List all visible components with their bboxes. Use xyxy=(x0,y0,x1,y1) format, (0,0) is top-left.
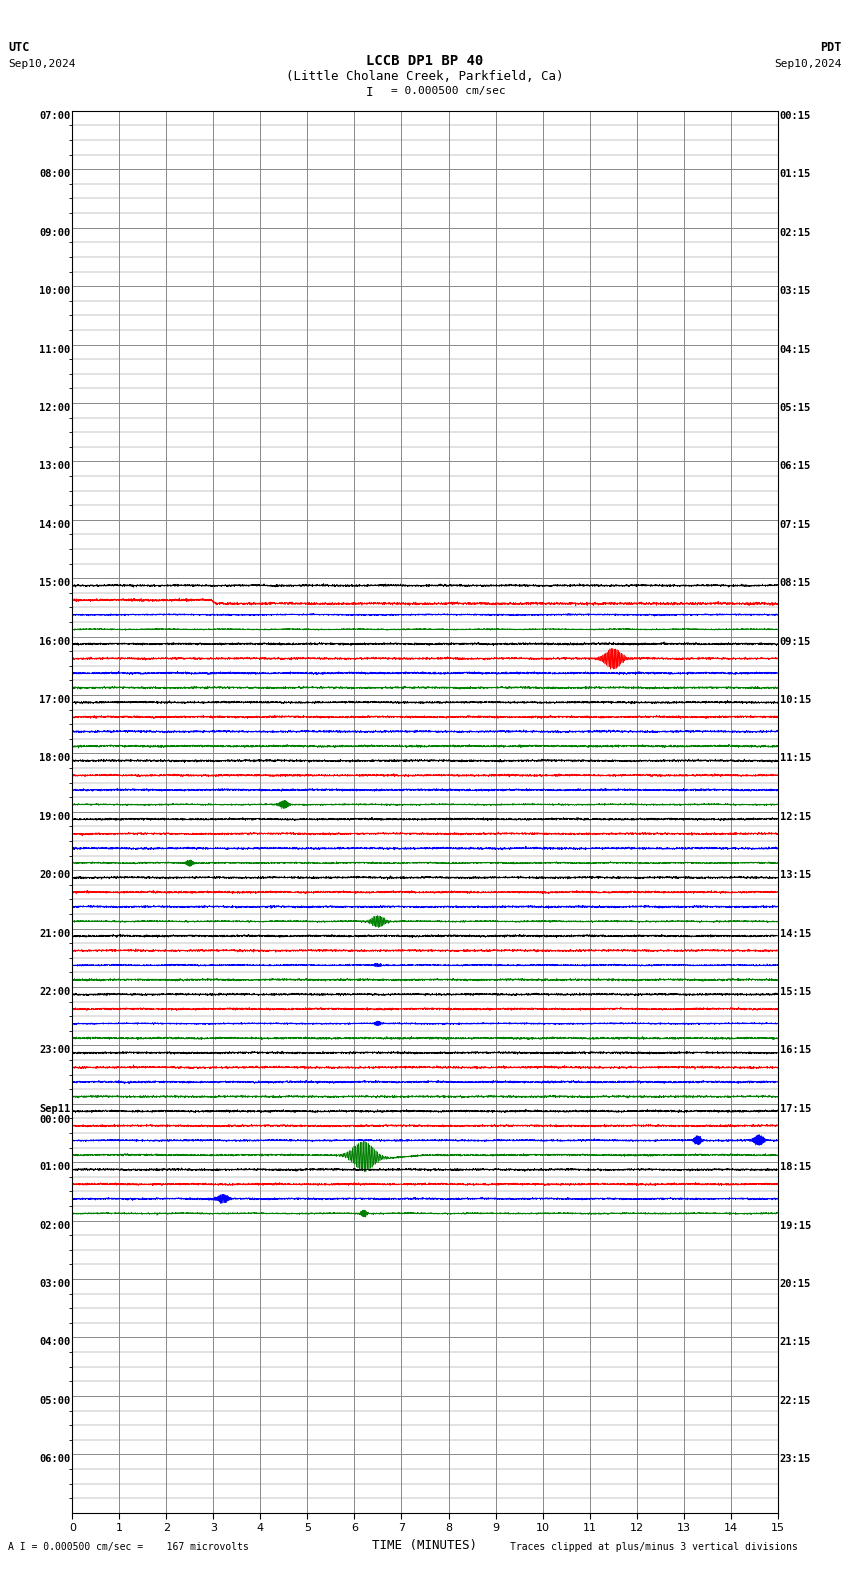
Text: 09:00: 09:00 xyxy=(39,228,71,238)
Text: 19:00: 19:00 xyxy=(39,811,71,822)
Text: 07:00: 07:00 xyxy=(39,111,71,120)
Text: 23:15: 23:15 xyxy=(779,1454,811,1464)
Text: I: I xyxy=(366,86,373,98)
Text: A I = 0.000500 cm/sec =    167 microvolts: A I = 0.000500 cm/sec = 167 microvolts xyxy=(8,1543,249,1552)
Text: 04:00: 04:00 xyxy=(39,1337,71,1348)
Text: 10:15: 10:15 xyxy=(779,695,811,705)
Text: LCCB DP1 BP 40: LCCB DP1 BP 40 xyxy=(366,54,484,68)
Text: 20:15: 20:15 xyxy=(779,1278,811,1289)
Text: 18:15: 18:15 xyxy=(779,1163,811,1172)
Text: 11:00: 11:00 xyxy=(39,344,71,355)
Text: PDT: PDT xyxy=(820,41,842,54)
Text: 11:15: 11:15 xyxy=(779,754,811,763)
Text: 16:15: 16:15 xyxy=(779,1045,811,1055)
Text: 17:00: 17:00 xyxy=(39,695,71,705)
Text: 12:15: 12:15 xyxy=(779,811,811,822)
Text: 17:15: 17:15 xyxy=(779,1104,811,1114)
X-axis label: TIME (MINUTES): TIME (MINUTES) xyxy=(372,1538,478,1552)
Text: 19:15: 19:15 xyxy=(779,1221,811,1231)
Text: Sep10,2024: Sep10,2024 xyxy=(8,59,76,68)
Text: Sep10,2024: Sep10,2024 xyxy=(774,59,842,68)
Text: 22:00: 22:00 xyxy=(39,987,71,996)
Text: 03:00: 03:00 xyxy=(39,1278,71,1289)
Text: 06:15: 06:15 xyxy=(779,461,811,472)
Text: 09:15: 09:15 xyxy=(779,637,811,646)
Text: 15:15: 15:15 xyxy=(779,987,811,996)
Text: 04:15: 04:15 xyxy=(779,344,811,355)
Text: 02:00: 02:00 xyxy=(39,1221,71,1231)
Text: 03:15: 03:15 xyxy=(779,287,811,296)
Text: 05:15: 05:15 xyxy=(779,402,811,413)
Text: 20:00: 20:00 xyxy=(39,870,71,881)
Text: 14:15: 14:15 xyxy=(779,928,811,939)
Text: 05:00: 05:00 xyxy=(39,1396,71,1407)
Text: 01:15: 01:15 xyxy=(779,169,811,179)
Text: 02:15: 02:15 xyxy=(779,228,811,238)
Text: Sep11
00:00: Sep11 00:00 xyxy=(39,1104,71,1126)
Text: 07:15: 07:15 xyxy=(779,520,811,529)
Text: 18:00: 18:00 xyxy=(39,754,71,763)
Text: 23:00: 23:00 xyxy=(39,1045,71,1055)
Text: 16:00: 16:00 xyxy=(39,637,71,646)
Text: 21:15: 21:15 xyxy=(779,1337,811,1348)
Text: 01:00: 01:00 xyxy=(39,1163,71,1172)
Text: 08:00: 08:00 xyxy=(39,169,71,179)
Text: Traces clipped at plus/minus 3 vertical divisions: Traces clipped at plus/minus 3 vertical … xyxy=(510,1543,798,1552)
Text: UTC: UTC xyxy=(8,41,30,54)
Text: 15:00: 15:00 xyxy=(39,578,71,588)
Text: 10:00: 10:00 xyxy=(39,287,71,296)
Text: 21:00: 21:00 xyxy=(39,928,71,939)
Text: 08:15: 08:15 xyxy=(779,578,811,588)
Text: 12:00: 12:00 xyxy=(39,402,71,413)
Text: 14:00: 14:00 xyxy=(39,520,71,529)
Text: = 0.000500 cm/sec: = 0.000500 cm/sec xyxy=(391,86,506,95)
Text: 00:15: 00:15 xyxy=(779,111,811,120)
Text: (Little Cholane Creek, Parkfield, Ca): (Little Cholane Creek, Parkfield, Ca) xyxy=(286,70,564,82)
Text: 13:15: 13:15 xyxy=(779,870,811,881)
Text: 06:00: 06:00 xyxy=(39,1454,71,1464)
Text: 13:00: 13:00 xyxy=(39,461,71,472)
Text: 22:15: 22:15 xyxy=(779,1396,811,1407)
